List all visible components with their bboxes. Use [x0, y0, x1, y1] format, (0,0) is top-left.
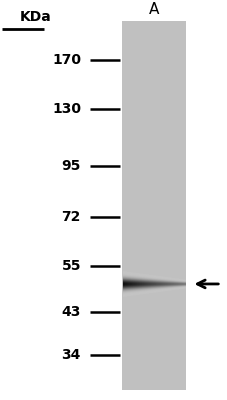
Bar: [121, 21, 185, 390]
Text: 170: 170: [52, 53, 81, 67]
Text: 72: 72: [61, 210, 81, 224]
Text: 95: 95: [61, 159, 81, 173]
Text: 34: 34: [61, 348, 81, 362]
Text: 55: 55: [61, 260, 81, 274]
Text: KDa: KDa: [19, 10, 51, 24]
Text: 130: 130: [52, 102, 81, 116]
Text: 43: 43: [61, 304, 81, 318]
Text: A: A: [148, 2, 158, 17]
